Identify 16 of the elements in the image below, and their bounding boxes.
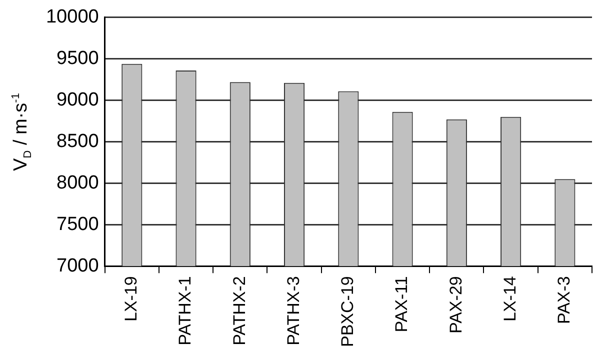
x-tick-label: PATHX-3 — [284, 276, 303, 346]
x-tick-label: PAX-11 — [392, 276, 412, 332]
x-tick-label: LX-19 — [122, 276, 141, 322]
y-tick-label: 7000 — [56, 255, 99, 276]
x-tick-label: PBXC-19 — [338, 276, 358, 348]
y-tick-label: 9000 — [56, 90, 99, 111]
x-tick-label: PATHX-2 — [230, 276, 249, 346]
y-tick-label: 8500 — [56, 131, 99, 152]
y-tick-label: 9500 — [56, 48, 99, 70]
x-tick-label: PAX-3 — [554, 276, 574, 324]
y-tick-label: 8000 — [56, 172, 99, 194]
x-tick-label: PATHX-1 — [176, 276, 195, 346]
x-tick-label: PAX-29 — [446, 276, 466, 334]
y-tick-label: 7500 — [56, 214, 99, 235]
x-tick-label: LX-14 — [500, 276, 520, 322]
y-tick-label: 10000 — [46, 6, 99, 28]
